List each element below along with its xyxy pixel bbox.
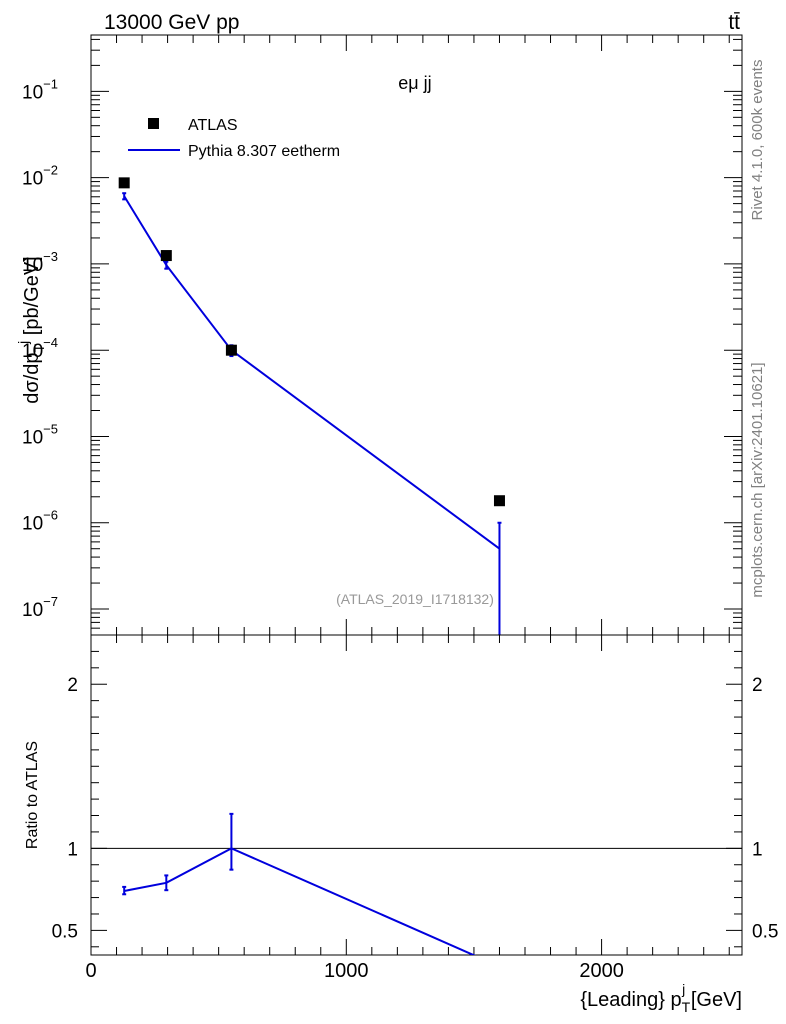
ratio-series: [91, 812, 742, 955]
y-tick-label: 10−5: [22, 421, 58, 448]
ratio-y-tick-label-left: 1: [67, 839, 78, 860]
mcplots-label: mcplots.cern.ch [arXiv:2401.10621]: [749, 362, 766, 597]
ratio-line: [123, 847, 476, 955]
y-tick-label: 10−3: [22, 249, 58, 276]
main-series: [118, 177, 505, 635]
y-tick-label: 10−7: [22, 594, 58, 621]
y-tick-label: 10−1: [22, 76, 58, 103]
x-tick-label: 2000: [579, 960, 624, 982]
x-tick-label: 0: [85, 960, 96, 982]
y-tick-label: 10−4: [22, 335, 58, 362]
atlas-point: [225, 344, 237, 356]
ratio-frame: [90, 634, 743, 956]
x-tick-label: 1000: [324, 960, 369, 982]
analysis-watermark: (ATLAS_2019_I1718132): [336, 591, 494, 607]
ratio-y-tick-label-right: 2: [752, 675, 763, 696]
pythia-line: [123, 195, 501, 550]
ratio-axis-ticks: [90, 635, 742, 955]
legend-label-pythia: Pythia 8.307 eetherm: [188, 143, 340, 160]
ratio-y-axis-label: Ratio to ATLAS: [24, 741, 41, 849]
main-axis-ticks: [90, 35, 742, 636]
y-tick-label: 10−2: [22, 163, 58, 190]
ratio-panel: 0.5 0.5 1 1 2 2 Ratio to ATLAS: [24, 634, 779, 956]
legend: ATLAS Pythia 8.307 eetherm: [128, 117, 340, 160]
ratio-y-tick-labels: 0.5 0.5 1 1 2 2: [52, 675, 779, 942]
atlas-point: [160, 250, 172, 262]
main-panel: 10−1 10−2 10−3 10−4 10−5 10−6 10−7 eμ jj (ATLA…: [15, 34, 743, 636]
atlas-point: [118, 177, 130, 189]
rivet-label: Rivet 4.1.0, 600k events: [749, 60, 766, 221]
ratio-y-tick-label-left: 2: [67, 675, 78, 696]
legend-marker-atlas: [148, 118, 159, 129]
atlas-point: [493, 495, 505, 507]
y-tick-label: 10−6: [22, 508, 58, 535]
ratio-y-tick-label-right: 0.5: [752, 921, 778, 942]
x-axis-label: {Leading} pTj [GeV]: [580, 981, 742, 1015]
ratio-y-tick-label-right: 1: [752, 839, 763, 860]
main-y-axis-label: dσ/dpTj [pb/GeV]: [15, 256, 47, 403]
ratio-y-tick-label-left: 0.5: [52, 921, 78, 942]
x-tick-labels: 0 1000 2000: [85, 960, 623, 982]
chart-title: eμ jj: [398, 73, 431, 93]
main-y-tick-labels: 10−1 10−2 10−3 10−4 10−5 10−6 10−7: [22, 76, 58, 621]
legend-label-atlas: ATLAS: [188, 117, 238, 134]
header-process-label: tt̄: [728, 11, 740, 34]
header-energy-label: 13000 GeV pp: [104, 11, 239, 34]
